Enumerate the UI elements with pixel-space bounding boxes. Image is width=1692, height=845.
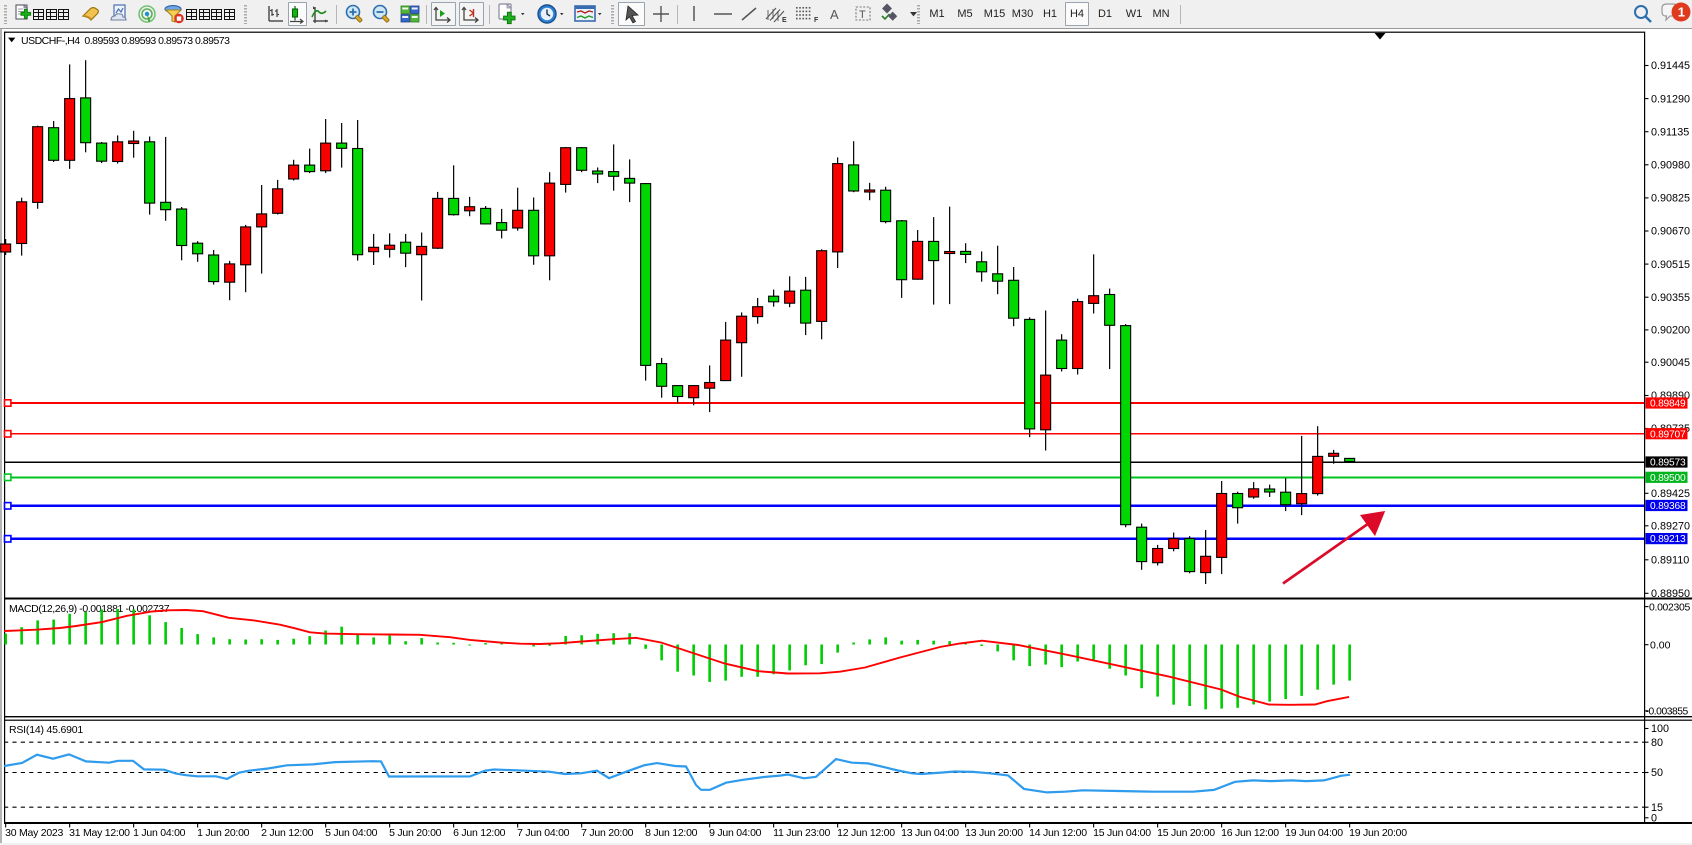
svg-text:A: A xyxy=(830,7,839,22)
svg-text:13 Jun 04:00: 13 Jun 04:00 xyxy=(901,827,959,839)
svg-text:0.90825: 0.90825 xyxy=(1651,193,1690,205)
svg-text:0.90670: 0.90670 xyxy=(1651,226,1690,238)
svg-text:0.002305: 0.002305 xyxy=(1649,602,1690,613)
svg-text:E: E xyxy=(782,17,787,24)
svg-text:2 Jun 12:00: 2 Jun 12:00 xyxy=(261,827,314,839)
svg-text:F: F xyxy=(814,17,819,24)
svg-text:RSI(14) 45.6901: RSI(14) 45.6901 xyxy=(9,724,83,736)
svg-text:T: T xyxy=(859,9,866,21)
svg-text:8 Jun 12:00: 8 Jun 12:00 xyxy=(645,827,698,839)
svg-text:0.89425: 0.89425 xyxy=(1651,488,1690,500)
svg-text:MACD(12,26,9) -0.001881 -0.002: MACD(12,26,9) -0.001881 -0.002737 xyxy=(9,603,170,615)
svg-text:9 Jun 04:00: 9 Jun 04:00 xyxy=(709,827,762,839)
svg-text:16 Jun 12:00: 16 Jun 12:00 xyxy=(1221,827,1279,839)
svg-text:80: 80 xyxy=(1651,737,1663,749)
svg-text:0.90355: 0.90355 xyxy=(1651,292,1690,304)
svg-text:14 Jun 12:00: 14 Jun 12:00 xyxy=(1029,827,1087,839)
svg-text:11 Jun 23:00: 11 Jun 23:00 xyxy=(773,827,830,839)
svg-text:0.89270: 0.89270 xyxy=(1651,521,1690,533)
svg-text:0.89368: 0.89368 xyxy=(1650,501,1686,512)
svg-text:0: 0 xyxy=(1651,813,1657,825)
svg-text:0.89110: 0.89110 xyxy=(1651,555,1689,567)
svg-text:15 Jun 04:00: 15 Jun 04:00 xyxy=(1093,827,1151,839)
svg-text:7 Jun 04:00: 7 Jun 04:00 xyxy=(517,827,570,839)
svg-text:6 Jun 12:00: 6 Jun 12:00 xyxy=(453,827,506,839)
svg-text:15 Jun 20:00: 15 Jun 20:00 xyxy=(1157,827,1215,839)
svg-text:USDCHF-,H4 0.89593 0.89593 0.: USDCHF-,H4 0.89593 0.89593 0.89573 0.895… xyxy=(21,35,230,47)
svg-text:0.91445: 0.91445 xyxy=(1651,60,1690,72)
svg-text:15: 15 xyxy=(1651,802,1663,814)
svg-text:1 Jun 04:00: 1 Jun 04:00 xyxy=(133,827,186,839)
svg-text:19 Jun 04:00: 19 Jun 04:00 xyxy=(1285,827,1343,839)
svg-text:1: 1 xyxy=(1678,5,1685,20)
svg-text:5 Jun 04:00: 5 Jun 04:00 xyxy=(325,827,378,839)
svg-text:0.89573: 0.89573 xyxy=(1650,458,1686,469)
svg-text:0.88950: 0.88950 xyxy=(1651,588,1690,600)
svg-text:0.90515: 0.90515 xyxy=(1651,259,1690,271)
svg-text:1 Jun 20:00: 1 Jun 20:00 xyxy=(197,827,250,839)
svg-text:100: 100 xyxy=(1651,723,1669,735)
svg-text:0.89500: 0.89500 xyxy=(1650,473,1686,484)
svg-text:13 Jun 20:00: 13 Jun 20:00 xyxy=(965,827,1023,839)
svg-text:19 Jun 20:00: 19 Jun 20:00 xyxy=(1349,827,1407,839)
svg-text:31 May 12:00: 31 May 12:00 xyxy=(69,827,130,839)
svg-text:0.90200: 0.90200 xyxy=(1651,325,1690,337)
svg-text:0.89890: 0.89890 xyxy=(1651,390,1690,402)
svg-text:5 Jun 20:00: 5 Jun 20:00 xyxy=(389,827,442,839)
svg-text:50: 50 xyxy=(1651,767,1663,779)
svg-text:0.89213: 0.89213 xyxy=(1650,534,1686,545)
svg-text:12 Jun 12:00: 12 Jun 12:00 xyxy=(837,827,895,839)
svg-text:0.89707: 0.89707 xyxy=(1650,429,1686,440)
svg-text:0.91135: 0.91135 xyxy=(1651,126,1689,138)
svg-text:0.90045: 0.90045 xyxy=(1651,357,1690,369)
svg-text:0.90980: 0.90980 xyxy=(1651,160,1690,172)
svg-text:0.89735: 0.89735 xyxy=(1651,423,1690,435)
svg-text:30 May 2023: 30 May 2023 xyxy=(5,827,63,839)
svg-text:-0.003855: -0.003855 xyxy=(1646,707,1689,718)
svg-text:0.89849: 0.89849 xyxy=(1650,399,1686,410)
svg-text:0.91290: 0.91290 xyxy=(1651,93,1690,105)
svg-text:7 Jun 20:00: 7 Jun 20:00 xyxy=(581,827,634,839)
svg-text:0.00: 0.00 xyxy=(1650,639,1671,651)
